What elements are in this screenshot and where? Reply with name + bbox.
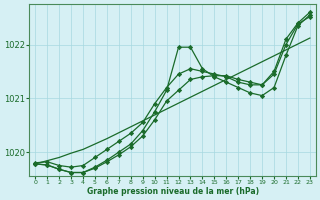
- X-axis label: Graphe pression niveau de la mer (hPa): Graphe pression niveau de la mer (hPa): [86, 187, 259, 196]
